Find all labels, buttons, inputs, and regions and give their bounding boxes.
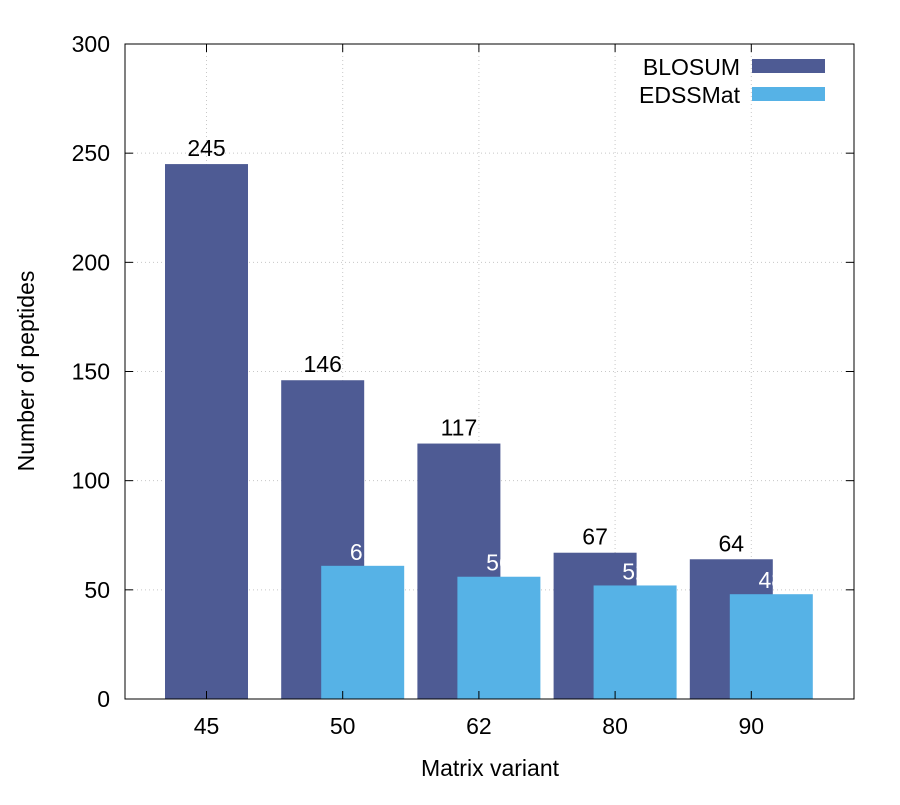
bars-layer — [165, 164, 813, 700]
y-tick-label: 250 — [72, 140, 110, 166]
data-labels-layer: 245 146 61 117 56 67 52 64 48 — [187, 135, 784, 593]
x-tick-label: 90 — [739, 713, 765, 739]
legend-swatch — [752, 87, 825, 101]
x-tick-label: 80 — [602, 713, 628, 739]
x-axis-label: Matrix variant — [421, 755, 560, 781]
bar-blosum — [165, 164, 248, 700]
bar-edssmat — [593, 585, 677, 699]
data-label-edssmat: 52 — [622, 558, 648, 584]
data-label-blosum: 64 — [719, 530, 745, 556]
data-label-edssmat: 56 — [486, 550, 512, 576]
bar-edssmat — [457, 576, 541, 699]
data-label-edssmat: 61 — [350, 539, 376, 565]
legend-swatch — [752, 59, 825, 73]
data-label-blosum: 245 — [187, 135, 225, 161]
y-tick-label: 0 — [97, 686, 110, 712]
bar-edssmat — [321, 565, 405, 699]
y-tick-label: 50 — [84, 577, 110, 603]
y-tick-label: 100 — [72, 468, 110, 494]
data-label-edssmat: 48 — [759, 567, 785, 593]
x-tick-label: 50 — [330, 713, 356, 739]
bar-edssmat — [729, 594, 813, 699]
legend-label: BLOSUM — [643, 54, 740, 80]
data-label-blosum: 67 — [582, 524, 608, 550]
data-label-blosum: 146 — [304, 351, 342, 377]
ticks-layer: 45 50 62 80 90 0 50 100 150 200 250 300 — [72, 31, 854, 739]
y-axis-label: Number of peptides — [13, 271, 39, 472]
data-label-blosum: 117 — [441, 415, 478, 441]
x-tick-label: 62 — [466, 713, 492, 739]
x-tick-label: 45 — [194, 713, 220, 739]
legend-label: EDSSMat — [639, 82, 741, 108]
y-tick-label: 300 — [72, 31, 110, 57]
y-tick-label: 200 — [72, 249, 110, 275]
y-tick-label: 150 — [72, 359, 110, 385]
